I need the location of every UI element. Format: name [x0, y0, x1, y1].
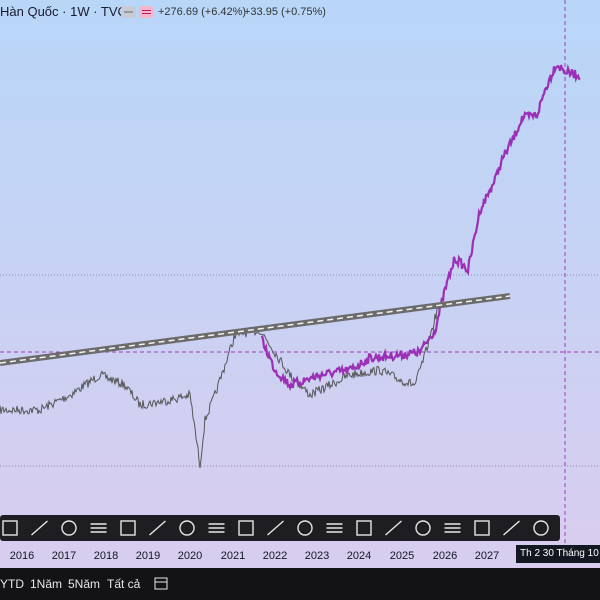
tool-icon[interactable]: [179, 520, 195, 536]
tool-icon[interactable]: [149, 520, 166, 536]
range-button[interactable]: YTD: [0, 577, 24, 591]
date-range-icon[interactable]: [152, 574, 172, 594]
price-line-secondary: [0, 302, 440, 468]
tool-icon[interactable]: [297, 520, 313, 536]
range-button[interactable]: Tất cả: [107, 577, 141, 591]
x-tick-label: 2024: [346, 550, 372, 562]
x-tick-label: 2025: [389, 550, 415, 562]
x-tick-label: 2027: [474, 550, 500, 562]
tool-icon[interactable]: [356, 520, 372, 536]
x-tick-label: 2021: [220, 550, 246, 562]
tool-icon[interactable]: [90, 523, 107, 533]
crosshair-date-label: Th 2 30 Tháng 10 ': [516, 545, 600, 563]
x-tick-label: 2023: [304, 550, 330, 562]
range-button[interactable]: 1Năm: [30, 577, 63, 591]
indicator-icons[interactable]: [120, 5, 160, 19]
symbol-title: Hàn Quốc · 1W · TVC: [0, 4, 127, 19]
tool-icon[interactable]: [533, 520, 549, 536]
tool-icon[interactable]: [503, 520, 520, 536]
tool-icon[interactable]: [385, 520, 402, 536]
x-tick-label: 2018: [93, 550, 119, 562]
tool-icon[interactable]: [238, 520, 254, 536]
x-tick-label: 2019: [135, 550, 161, 562]
x-tick-label: 2022: [262, 550, 288, 562]
tool-icon[interactable]: [208, 523, 225, 533]
tool-icon[interactable]: [31, 520, 48, 536]
x-axis-band: [0, 544, 600, 568]
drawing-toolbar: [0, 515, 560, 541]
tool-icon[interactable]: [474, 520, 490, 536]
trendline-center: [0, 295, 511, 364]
x-tick-label: 2017: [51, 550, 77, 562]
tool-icon[interactable]: [267, 520, 284, 536]
tool-icon[interactable]: [444, 523, 461, 533]
tool-icon[interactable]: [61, 520, 77, 536]
tool-icon[interactable]: [2, 520, 18, 536]
price-line-primary: [260, 63, 581, 392]
tool-icon[interactable]: [415, 520, 431, 536]
tool-icon[interactable]: [120, 520, 136, 536]
change-secondary: +33.95 (+0.75%): [244, 6, 326, 18]
x-tick-label: 2026: [432, 550, 458, 562]
tool-icon[interactable]: [326, 523, 343, 533]
bottom-bar: YTD 1Năm 5Năm Tất cả: [0, 568, 600, 600]
change-primary: +276.69 (+6.42%): [158, 6, 247, 18]
x-tick-label: 2020: [177, 550, 203, 562]
x-tick-label: 2016: [9, 550, 35, 562]
range-button[interactable]: 5Năm: [68, 577, 101, 591]
